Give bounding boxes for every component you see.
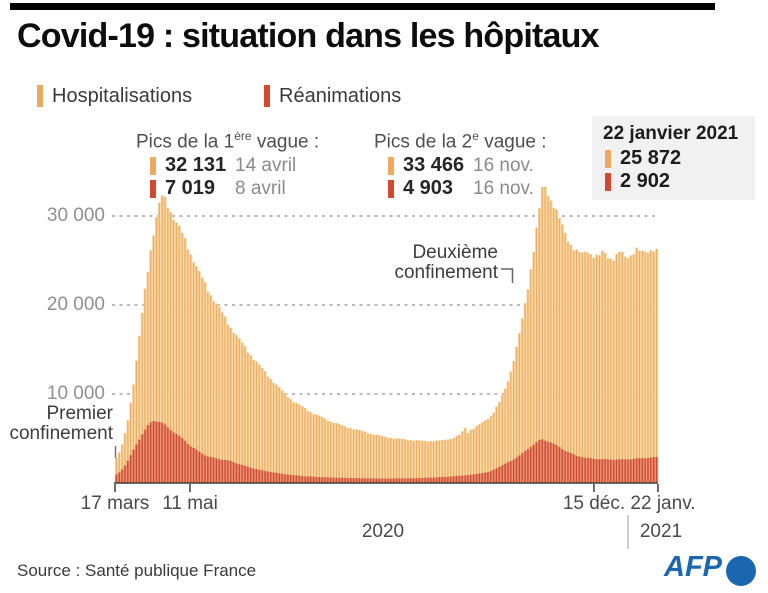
wave1-title: Pics de la 1ère vague : [136, 129, 320, 153]
reanimations-swatch-icon [150, 179, 156, 198]
latest-value: 25 872 [620, 147, 682, 169]
latest-rea-row: 2 902 [603, 170, 755, 192]
year-2021-label: 2021 [639, 521, 683, 542]
legend-reanimations: Réanimations [264, 84, 401, 108]
wave1-peaks-block: Pics de la 1ère vague : 32 131 14 avril … [136, 126, 376, 200]
wave2-peaks-block: Pics de la 2e vague : 33 466 16 nov. 4 9… [374, 126, 604, 200]
source-credit: Source : Santé publique France [17, 561, 257, 580]
legend-hospitalisations: Hospitalisations [37, 84, 192, 108]
x-tick-22-janv: 22 janv. [630, 493, 696, 514]
hospitalisations-swatch-icon [150, 156, 156, 175]
legend-label: Réanimations [279, 84, 402, 107]
hospitalisations-swatch-icon [605, 149, 611, 168]
wave1-hosp-row: 32 131 14 avril [136, 154, 376, 177]
year-divider [627, 515, 629, 549]
latest-hosp-row: 25 872 [603, 147, 755, 169]
latest-values-box: 22 janvier 2021 25 872 2 902 [592, 116, 755, 200]
peak-date: 14 avril [235, 154, 297, 176]
first-lockdown-annotation: Premier confinement [9, 403, 113, 444]
second-lockdown-annotation: Deuxième confinement [394, 242, 498, 283]
latest-date: 22 janvier 2021 [603, 123, 739, 144]
year-2020-label: 2020 [361, 521, 405, 542]
y-tick-10000: 10 000 [46, 383, 105, 404]
legend-label: Hospitalisations [52, 84, 193, 107]
x-tick-15-dec: 15 déc. [562, 493, 626, 514]
x-tick-11-mai: 11 mai [162, 493, 218, 514]
peak-date: 8 avril [235, 177, 286, 199]
hospitalisations-swatch-icon [388, 156, 394, 175]
peak-value: 32 131 [165, 154, 227, 177]
wave2-rea-row: 4 903 16 nov. [374, 177, 604, 200]
peak-date: 16 nov. [473, 154, 534, 176]
x-tick-17-mars: 17 mars [80, 493, 150, 514]
reanimations-swatch-icon [605, 172, 611, 191]
page-title: Covid-19 : situation dans les hôpitaux [17, 17, 599, 55]
wave1-rea-row: 7 019 8 avril [136, 177, 376, 200]
wave2-title: Pics de la 2e vague : [374, 129, 547, 153]
hospitalisations-swatch-icon [37, 85, 43, 107]
peak-date: 16 nov. [473, 177, 534, 199]
afp-logo-dot-icon [726, 556, 756, 586]
y-tick-30000: 30 000 [46, 205, 105, 226]
top-rule [10, 3, 715, 10]
latest-value: 2 902 [620, 170, 671, 192]
y-tick-20000: 20 000 [46, 294, 105, 315]
peak-value: 33 466 [403, 154, 465, 177]
wave2-hosp-row: 33 466 16 nov. [374, 154, 604, 177]
peak-value: 7 019 [165, 177, 216, 200]
peak-value: 4 903 [403, 177, 454, 200]
afp-logo: AFP [664, 551, 722, 583]
reanimations-swatch-icon [264, 85, 270, 107]
reanimations-swatch-icon [388, 179, 394, 198]
